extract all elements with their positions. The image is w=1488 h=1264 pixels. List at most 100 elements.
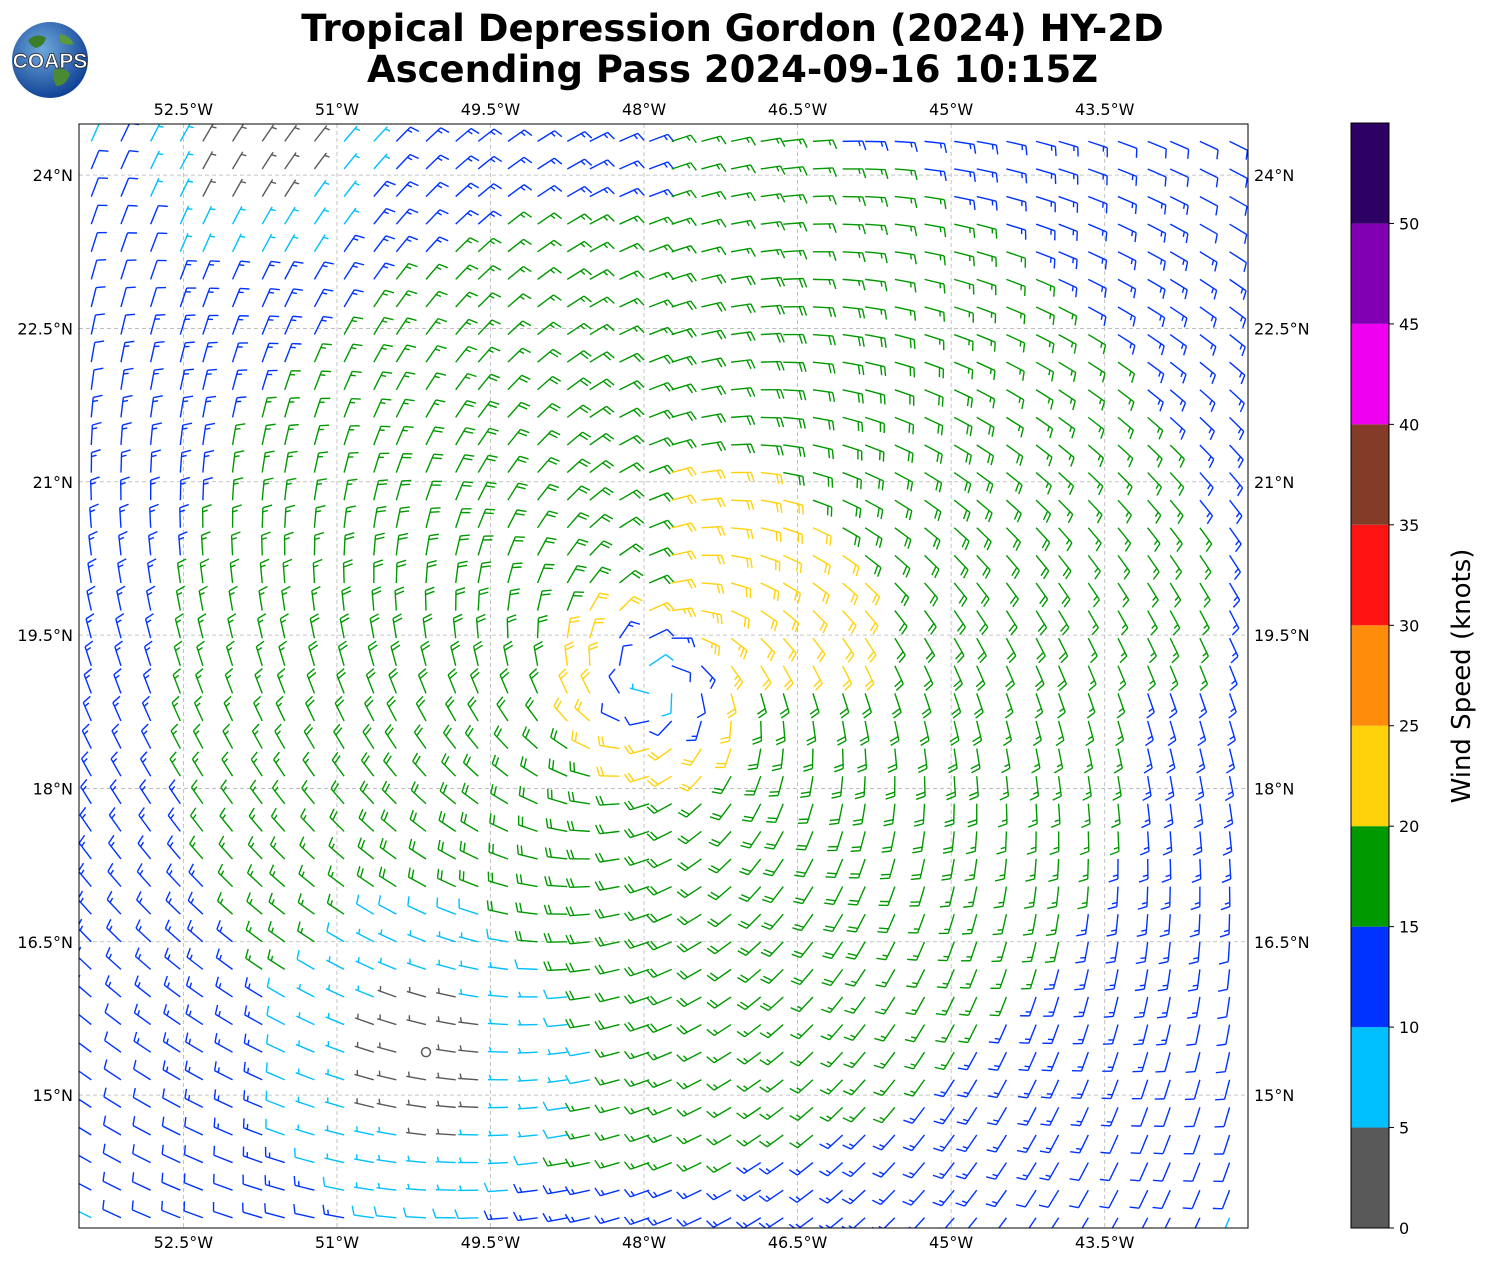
barb-half-feather [188, 1038, 192, 1045]
wind-barb [760, 941, 784, 957]
barb-staff [1161, 1162, 1171, 1182]
wind-barb [986, 1162, 1008, 1180]
wind-barb [1019, 1024, 1037, 1044]
barb-half-feather [826, 1115, 832, 1120]
barb-half-feather [1024, 1065, 1030, 1068]
barb-feather [351, 1205, 355, 1216]
barb-staff [1193, 1107, 1201, 1127]
wind-barb [960, 941, 978, 962]
wind-barb [406, 958, 427, 971]
barb-half-feather [1023, 1092, 1030, 1095]
barb-half-feather [109, 869, 114, 875]
barb-half-feather [993, 1092, 1000, 1095]
wind-barb [163, 975, 181, 998]
barb-staff [760, 416, 781, 419]
barb-feather [185, 1032, 189, 1043]
barb-half-feather [218, 954, 222, 961]
wind-barb [957, 1051, 978, 1071]
barb-feather [513, 1155, 519, 1166]
wind-barb [706, 1217, 732, 1228]
barb-half-feather [848, 1170, 854, 1175]
barb-feather [269, 864, 275, 874]
barb-feather [166, 835, 174, 845]
barb-feather [269, 836, 276, 846]
barb-feather [490, 901, 493, 911]
barb-feather [407, 896, 410, 906]
wind-barb [1038, 1189, 1060, 1208]
barb-half-feather [712, 1138, 718, 1144]
barb-feather [739, 870, 749, 876]
barb-feather [1038, 1204, 1049, 1208]
wind-barb [790, 1024, 814, 1040]
barb-feather [244, 1005, 248, 1015]
barb-feather [710, 945, 719, 952]
barb-half-feather [220, 870, 225, 876]
barb-half-feather [571, 1105, 575, 1111]
barb-half-feather [167, 926, 172, 932]
wind-barb [1042, 1024, 1060, 1045]
barb-feather [874, 1037, 884, 1042]
barb-half-feather [272, 842, 277, 849]
barb-half-feather [743, 1030, 749, 1035]
barb-half-feather [964, 1037, 970, 1040]
wind-barb [543, 904, 568, 915]
barb-staff [103, 1124, 122, 1136]
barb-half-feather [765, 1140, 771, 1145]
barb-staff [295, 1043, 315, 1053]
barb-staff [517, 1051, 538, 1054]
barb-feather [104, 1031, 109, 1041]
barb-feather [543, 989, 548, 999]
barb-staff [266, 1043, 286, 1053]
barb-feather [1040, 1096, 1051, 1099]
barb-feather [1077, 905, 1087, 910]
barb-half-feather [653, 1219, 658, 1225]
barb-staff [1140, 1079, 1149, 1099]
barb-feather [594, 881, 601, 891]
barb-half-feather [850, 1034, 856, 1038]
barb-feather [594, 1159, 601, 1169]
wind-barb [458, 1045, 479, 1053]
barb-feather [594, 965, 601, 975]
barb-staff [260, 535, 263, 556]
wind-barb [161, 1116, 181, 1136]
barb-feather [758, 1195, 768, 1203]
barb-feather [934, 1066, 945, 1071]
barb-feather [1071, 1096, 1081, 1099]
barb-feather [820, 1035, 830, 1041]
wind-barb [517, 991, 538, 998]
wind-barb [355, 928, 375, 943]
barb-staff [1108, 1189, 1119, 1209]
barb-feather [646, 969, 654, 978]
barb-feather [902, 1200, 912, 1206]
barb-feather [987, 1095, 998, 1099]
barb-half-feather [331, 843, 335, 849]
barb-feather [513, 1183, 519, 1193]
barb-feather [486, 928, 489, 939]
wind-barb [106, 918, 122, 943]
barb-feather [189, 835, 196, 845]
barb-half-feather [380, 374, 387, 378]
barb-feather [1217, 1016, 1227, 1020]
barb-feather [676, 1136, 684, 1145]
barb-half-feather [1163, 956, 1169, 960]
wind-barb [1101, 1079, 1119, 1100]
wind-barb [216, 920, 233, 943]
barb-feather [382, 840, 387, 850]
barb-staff [547, 996, 568, 1000]
barb-feather [106, 890, 113, 900]
barb-feather [646, 1217, 654, 1226]
wind-barb [373, 1206, 397, 1219]
barb-feather [709, 999, 719, 1007]
wind-barb [241, 1202, 263, 1219]
barb-feather [161, 1172, 164, 1183]
barb-half-feather [355, 1182, 358, 1188]
barb-staff [162, 1097, 181, 1108]
barb-staff [1005, 803, 1008, 824]
barb-feather [296, 949, 300, 960]
wind-barb [623, 1188, 650, 1198]
barb-staff [325, 987, 345, 998]
barb-feather [379, 837, 384, 848]
wind-barb [376, 1154, 397, 1164]
barb-staff [230, 535, 234, 556]
barb-feather [627, 966, 635, 976]
